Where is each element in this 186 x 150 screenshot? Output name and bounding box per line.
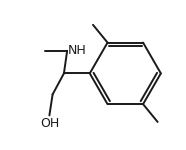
Text: OH: OH — [40, 117, 59, 130]
Text: NH: NH — [68, 44, 87, 57]
